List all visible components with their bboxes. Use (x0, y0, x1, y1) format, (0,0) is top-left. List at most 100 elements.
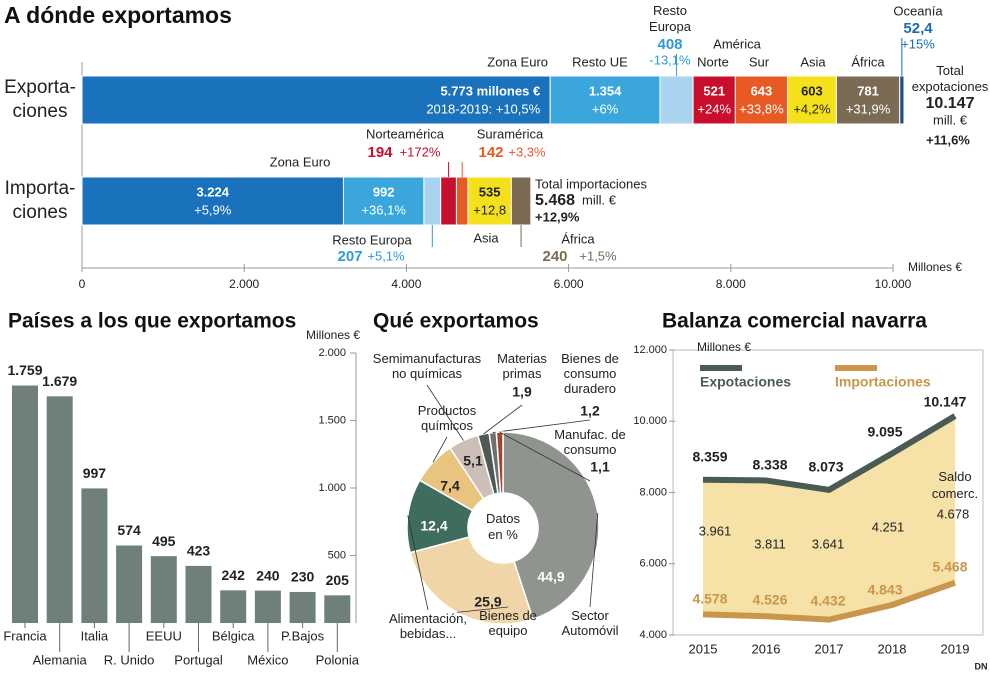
segment-change: +1,5% (579, 248, 617, 263)
x-tick-label: Polonia (316, 652, 360, 667)
bar (185, 565, 212, 623)
x-tick-label: P.Bajos (281, 628, 325, 643)
segment-value: 603 (801, 83, 823, 98)
logo: DN (975, 661, 988, 671)
segment-name: Resto Europa (332, 232, 412, 247)
segment-value: 142 (478, 144, 503, 161)
row-label: Importa-ciones (5, 178, 76, 223)
segment-change: -13,1% (649, 52, 691, 67)
chart-title: Qué exportamos (373, 310, 539, 333)
segment-change: +5,1% (367, 248, 405, 263)
leader-line (499, 431, 591, 482)
bar (289, 591, 316, 623)
bar-segment (81, 176, 344, 226)
bar (46, 396, 73, 623)
leader-line (457, 606, 509, 613)
segment-value: 521 (703, 83, 725, 98)
x-tick-label: 6.000 (554, 277, 584, 291)
category-label: Productos químicos (418, 403, 477, 433)
segment-value: 408 (657, 36, 682, 53)
value-label: 495 (152, 533, 176, 549)
x-tick-label: Portugal (174, 652, 223, 667)
leader-line (432, 436, 448, 463)
segment-change: +31,9% (846, 101, 891, 116)
segment-value: 240 (542, 248, 567, 265)
total-change: +12,9% (535, 209, 580, 224)
bar-segment (81, 75, 551, 125)
balance-label: 3.641 (812, 536, 845, 551)
value-label: 240 (256, 567, 280, 583)
segment-change: +3,3% (508, 144, 546, 159)
value-label: 1,9 (512, 384, 532, 400)
value-label: 997 (83, 465, 107, 481)
segment-value: 207 (337, 248, 362, 265)
value-label: 1.679 (42, 373, 77, 389)
donut-slice (502, 431, 600, 621)
leader-line (407, 515, 429, 611)
value-label: 1,2 (580, 403, 600, 419)
segment-name: Asia (800, 54, 826, 69)
leader-line (589, 512, 599, 608)
series-line (702, 413, 957, 494)
segment-name: África (561, 231, 595, 246)
y-tick-label: 8.000 (639, 486, 667, 498)
value-label: 8.359 (692, 449, 727, 465)
category-label: Semimanufacturas no químicas (373, 351, 482, 381)
bar-segment (786, 75, 837, 125)
x-tick-label: Francia (3, 628, 47, 643)
balance-area (703, 416, 955, 620)
segment-name: Zona Euro (270, 154, 331, 169)
value-label: 1,1 (590, 459, 610, 475)
category-label: Bienes de consumo duradero (561, 351, 619, 396)
x-tick-label: 8.000 (716, 277, 746, 291)
x-tick-label: Italia (81, 628, 109, 643)
total-change: +11,6% (926, 132, 970, 147)
category-label: Sector Automóvil (561, 608, 618, 638)
category-label: Alimentación, bebidas... (389, 611, 467, 641)
x-tick-label: 2015 (689, 641, 718, 656)
bar-segment (342, 176, 425, 226)
bar-segment (440, 176, 457, 226)
x-tick-label: Bélgica (212, 628, 255, 643)
segment-name: Norteamérica (366, 126, 445, 141)
x-tick-label: R. Unido (104, 652, 155, 667)
bar-segment (692, 75, 736, 125)
segment-value: 52,4 (903, 20, 933, 37)
value-label: 5.468 (932, 559, 967, 575)
segment-change: +24% (697, 101, 731, 116)
balance-label: 3.811 (754, 536, 786, 551)
center-label: Datos en % (486, 511, 520, 542)
donut-slice (495, 431, 504, 494)
bar (254, 590, 281, 623)
balance-label: 3.961 (699, 523, 732, 538)
segment-change: +6% (592, 101, 619, 116)
bar-segment (423, 176, 442, 226)
x-tick-label: 2.000 (229, 277, 259, 291)
segment-value: 5.773 millones € (440, 83, 540, 98)
segment-name: Norte (697, 54, 729, 69)
segment-value: 1.354 (589, 83, 622, 98)
bar (150, 556, 177, 623)
segment-name: Resto Europa (649, 3, 692, 34)
y-tick-label: 4.000 (639, 629, 667, 641)
bar (324, 595, 351, 623)
segment-value: 535 (479, 184, 501, 199)
axis-label: Millones € (306, 328, 360, 342)
segment-change: +12,8 (473, 202, 506, 217)
category-label: Bienes de equipo (479, 608, 537, 638)
bar-segment (899, 75, 905, 125)
bar (12, 385, 38, 623)
segment-name: Zona Euro (487, 54, 548, 69)
total-label: Total importaciones (535, 176, 647, 191)
y-tick-label: 10.000 (633, 415, 667, 427)
total-value: 5.468 (535, 192, 575, 209)
segment-name: Suramérica (477, 126, 544, 141)
value-label: 12,4 (420, 518, 447, 534)
total-unit: mill. € (933, 112, 968, 127)
segment-name: África (851, 54, 885, 69)
x-tick-label: 4.000 (391, 277, 421, 291)
bar-segment (659, 75, 694, 125)
x-tick-label: 2016 (752, 641, 781, 656)
row-label: Exporta-ciones (4, 77, 76, 122)
